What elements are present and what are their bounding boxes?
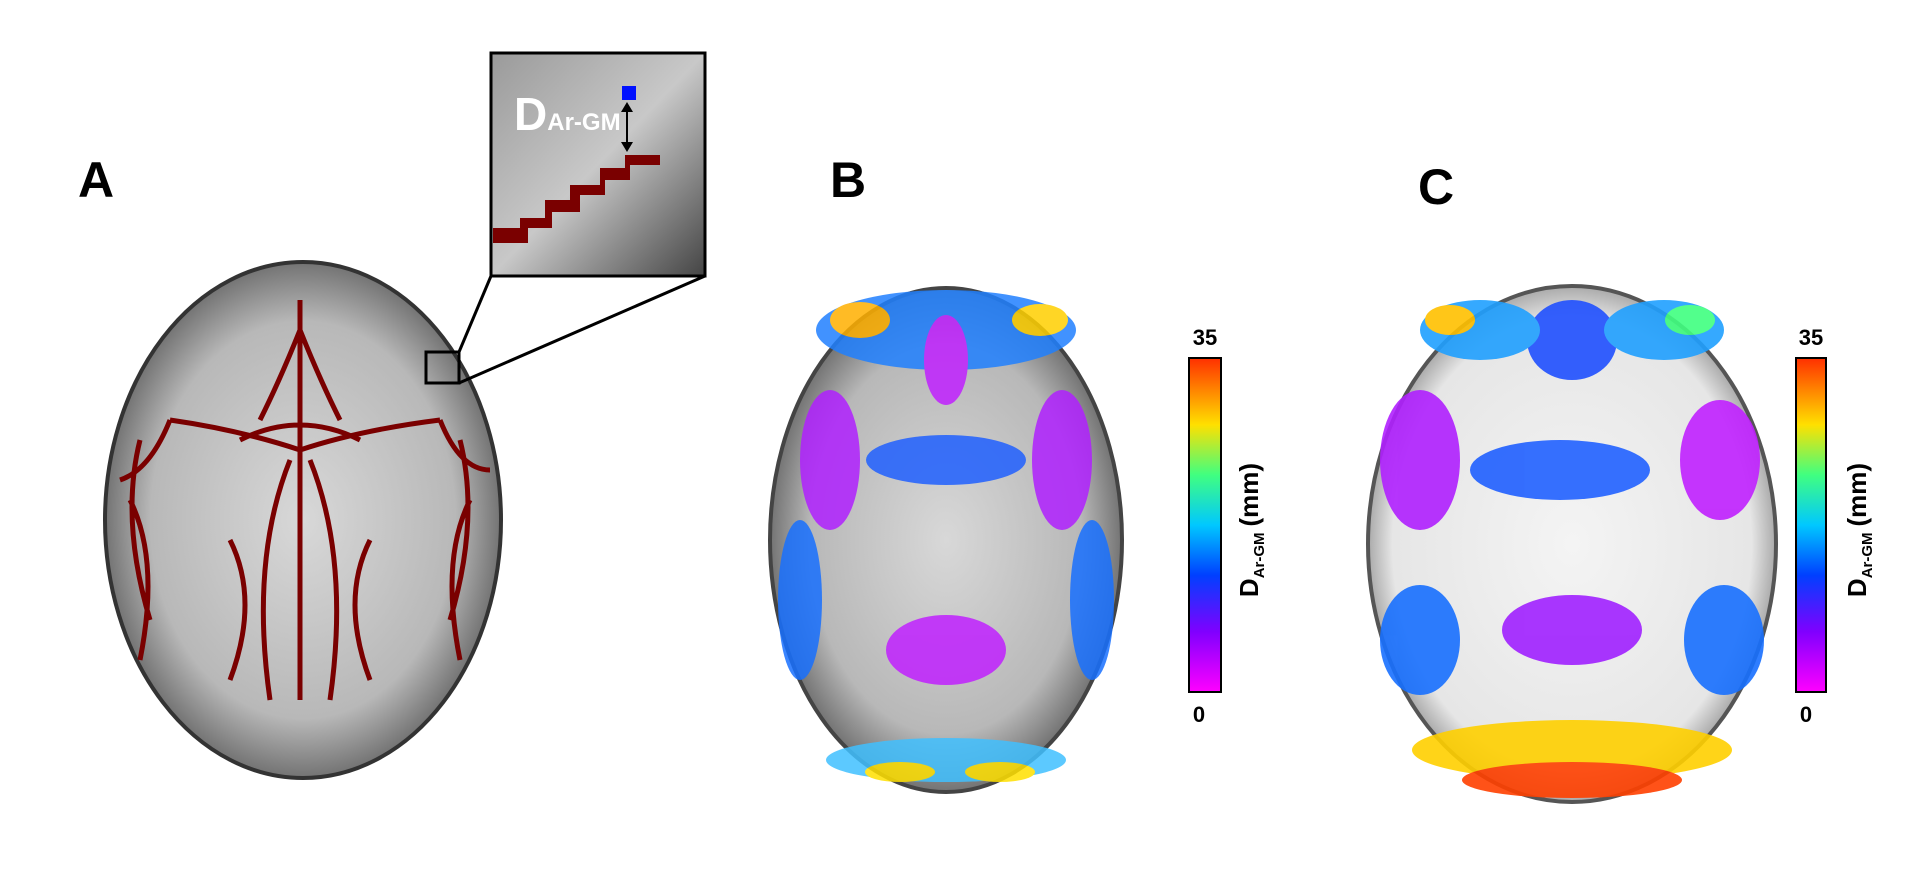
panel-c: 35 0 DAr-GM (mm) C xyxy=(1366,159,1876,804)
unit: (mm) xyxy=(1842,463,1872,527)
brain-slice xyxy=(768,286,1124,794)
unit: (mm) xyxy=(1234,463,1264,527)
zoom-line xyxy=(457,275,493,353)
colorbar-min: 0 xyxy=(1193,702,1205,727)
distance-map xyxy=(778,290,1114,782)
symbol: D xyxy=(1234,578,1264,597)
panel-label: B xyxy=(830,152,866,208)
brain-slice xyxy=(103,260,503,780)
colorbar xyxy=(1188,357,1222,693)
subscript: Ar-GM xyxy=(1859,532,1876,578)
panel-label: C xyxy=(1418,159,1454,215)
colorbar xyxy=(1795,357,1827,693)
zoom-box xyxy=(424,350,461,385)
inset-label: DAr-GM xyxy=(514,88,621,140)
panel-a: DAr-GM A xyxy=(78,51,707,780)
symbol: D xyxy=(1842,578,1872,597)
colorbar-min: 0 xyxy=(1800,702,1812,727)
distance-map xyxy=(1380,300,1764,798)
arteries xyxy=(119,300,491,701)
panel-b: 35 0 DAr-GM (mm) B xyxy=(768,152,1268,794)
subscript: Ar-GM xyxy=(1251,532,1268,578)
colorbar-max: 35 xyxy=(1799,325,1823,350)
panel-label: A xyxy=(78,152,114,208)
colorbar-title: DAr-GM (mm) xyxy=(1234,463,1268,597)
symbol: D xyxy=(514,88,547,140)
colorbar-max: 35 xyxy=(1193,325,1217,350)
gm-voxel xyxy=(622,86,636,100)
colorbar-title: DAr-GM (mm) xyxy=(1842,463,1876,597)
brain-slice xyxy=(1366,284,1778,804)
subscript: Ar-GM xyxy=(547,109,620,136)
arrow-heads xyxy=(621,102,633,152)
zoom-line xyxy=(458,274,706,385)
artery-voxels xyxy=(493,155,660,243)
